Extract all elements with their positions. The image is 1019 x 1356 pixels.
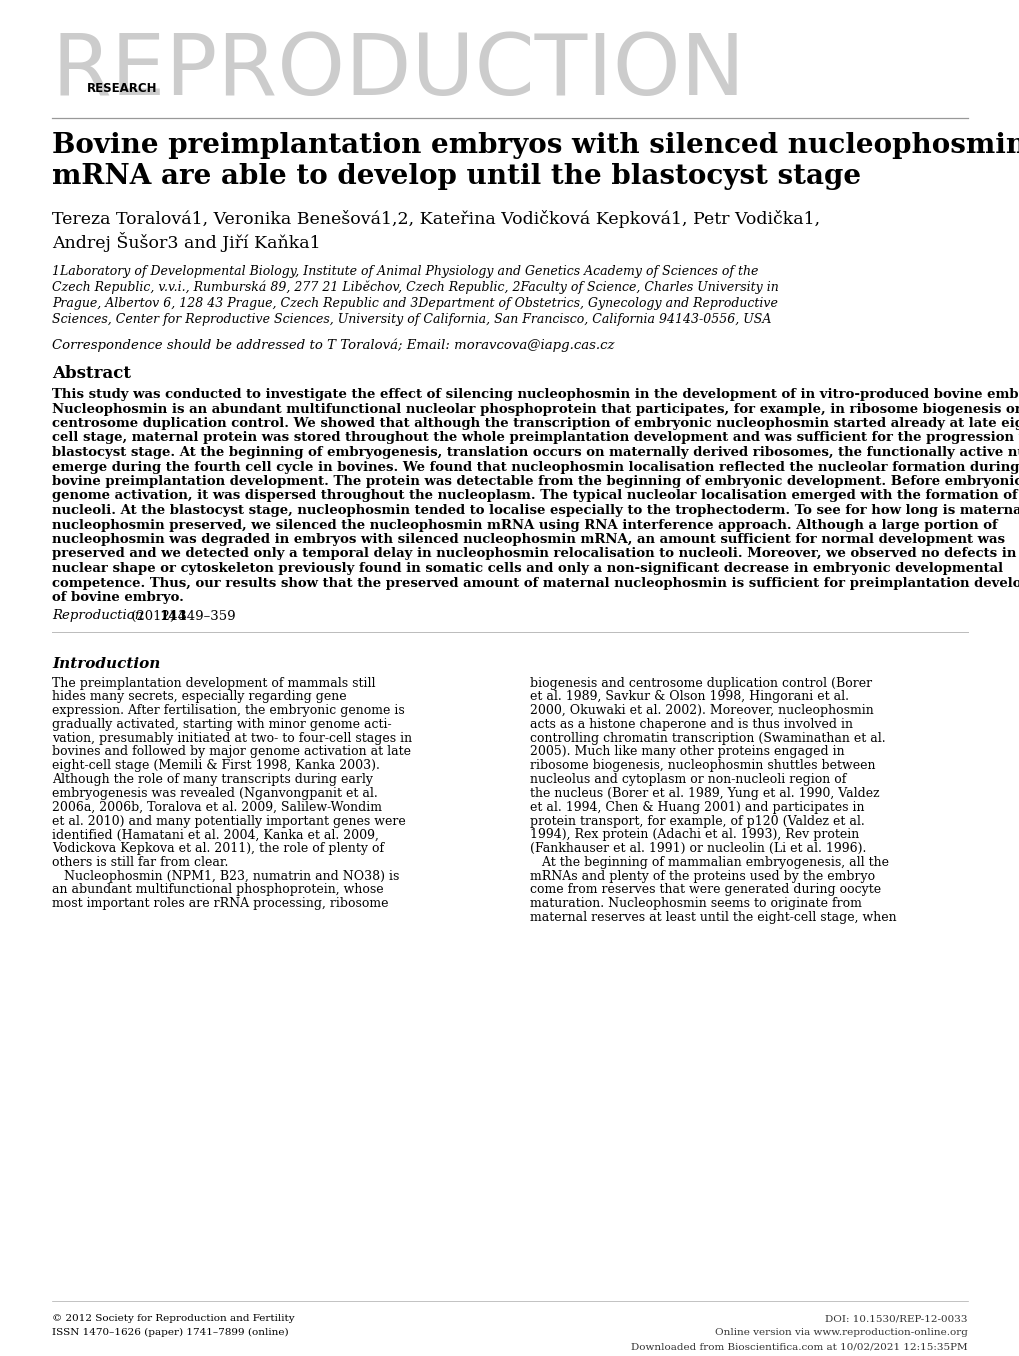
Text: ribosome biogenesis, nucleophosmin shuttles between: ribosome biogenesis, nucleophosmin shutt… <box>530 759 874 773</box>
Text: Nucleophosmin is an abundant multifunctional nucleolar phosphoprotein that parti: Nucleophosmin is an abundant multifuncti… <box>52 403 1019 415</box>
Text: bovines and followed by major genome activation at late: bovines and followed by major genome act… <box>52 746 411 758</box>
Text: RESEARCH: RESEARCH <box>87 81 157 95</box>
Text: Nucleophosmin (NPM1, B23, numatrin and NO38) is: Nucleophosmin (NPM1, B23, numatrin and N… <box>52 869 399 883</box>
Text: nuclear shape or cytoskeleton previously found in somatic cells and only a non-s: nuclear shape or cytoskeleton previously… <box>52 561 1002 575</box>
Text: centrosome duplication control. We showed that although the transcription of emb: centrosome duplication control. We showe… <box>52 418 1019 430</box>
Text: preserved and we detected only a temporal delay in nucleophosmin relocalisation : preserved and we detected only a tempora… <box>52 548 1015 560</box>
Text: Introduction: Introduction <box>52 656 160 670</box>
Text: et al. 2010) and many potentially important genes were: et al. 2010) and many potentially import… <box>52 815 406 827</box>
Text: 349–359: 349–359 <box>174 609 235 622</box>
Text: This study was conducted to investigate the effect of silencing nucleophosmin in: This study was conducted to investigate … <box>52 388 1019 401</box>
Text: Czech Republic, v.v.i., Rumburská 89, 277 21 Liběchov, Czech Republic, 2Faculty : Czech Republic, v.v.i., Rumburská 89, 27… <box>52 281 777 294</box>
Text: identified (Hamatani et al. 2004, Kanka et al. 2009,: identified (Hamatani et al. 2004, Kanka … <box>52 829 378 841</box>
Text: most important roles are rRNA processing, ribosome: most important roles are rRNA processing… <box>52 898 388 910</box>
Text: mRNAs and plenty of the proteins used by the embryo: mRNAs and plenty of the proteins used by… <box>530 869 874 883</box>
Text: acts as a histone chaperone and is thus involved in: acts as a histone chaperone and is thus … <box>530 717 852 731</box>
Text: mRNA are able to develop until the blastocyst stage: mRNA are able to develop until the blast… <box>52 163 860 190</box>
Text: Prague, Albertov 6, 128 43 Prague, Czech Republic and 3Department of Obstetrics,: Prague, Albertov 6, 128 43 Prague, Czech… <box>52 297 777 311</box>
Text: expression. After fertilisation, the embryonic genome is: expression. After fertilisation, the emb… <box>52 704 405 717</box>
Text: 2006a, 2006b, Toralova et al. 2009, Salilew-Wondim: 2006a, 2006b, Toralova et al. 2009, Sali… <box>52 800 382 814</box>
Text: DOI: 10.1530/REP-12-0033: DOI: 10.1530/REP-12-0033 <box>824 1314 967 1323</box>
Text: genome activation, it was dispersed throughout the nucleoplasm. The typical nucl: genome activation, it was dispersed thro… <box>52 490 1019 503</box>
Text: biogenesis and centrosome duplication control (Borer: biogenesis and centrosome duplication co… <box>530 677 871 689</box>
Text: of bovine embryo.: of bovine embryo. <box>52 591 183 603</box>
Text: © 2012 Society for Reproduction and Fertility: © 2012 Society for Reproduction and Fert… <box>52 1314 294 1323</box>
Text: hides many secrets, especially regarding gene: hides many secrets, especially regarding… <box>52 690 346 704</box>
Text: Bovine preimplantation embryos with silenced nucleophosmin: Bovine preimplantation embryos with sile… <box>52 132 1019 159</box>
Text: Downloaded from Bioscientifica.com at 10/02/2021 12:15:35PM: Downloaded from Bioscientifica.com at 10… <box>631 1342 967 1351</box>
Text: Sciences, Center for Reproductive Sciences, University of California, San Franci: Sciences, Center for Reproductive Scienc… <box>52 313 770 325</box>
Text: ISSN 1470–1626 (paper) 1741–7899 (online): ISSN 1470–1626 (paper) 1741–7899 (online… <box>52 1328 288 1337</box>
Text: an abundant multifunctional phosphoprotein, whose: an abundant multifunctional phosphoprote… <box>52 884 383 896</box>
Text: Andrej Šušor3 and Jiří Kaňka1: Andrej Šušor3 and Jiří Kaňka1 <box>52 232 320 252</box>
Text: the nucleus (Borer et al. 1989, Yung et al. 1990, Valdez: the nucleus (Borer et al. 1989, Yung et … <box>530 786 878 800</box>
Text: 144: 144 <box>159 609 186 622</box>
Text: nucleophosmin was degraded in embryos with silenced nucleophosmin mRNA, an amoun: nucleophosmin was degraded in embryos wi… <box>52 533 1004 546</box>
Text: Vodickova Kepkova et al. 2011), the role of plenty of: Vodickova Kepkova et al. 2011), the role… <box>52 842 384 856</box>
Text: vation, presumably initiated at two- to four-cell stages in: vation, presumably initiated at two- to … <box>52 732 412 744</box>
Text: blastocyst stage. At the beginning of embryogenesis, translation occurs on mater: blastocyst stage. At the beginning of em… <box>52 446 1019 458</box>
Text: protein transport, for example, of p120 (Valdez et al.: protein transport, for example, of p120 … <box>530 815 864 827</box>
Text: come from reserves that were generated during oocyte: come from reserves that were generated d… <box>530 884 880 896</box>
Text: embryogenesis was revealed (Nganvongpanit et al.: embryogenesis was revealed (Nganvongpani… <box>52 786 377 800</box>
Text: competence. Thus, our results show that the preserved amount of maternal nucleop: competence. Thus, our results show that … <box>52 576 1019 590</box>
Text: 1994), Rex protein (Adachi et al. 1993), Rev protein: 1994), Rex protein (Adachi et al. 1993),… <box>530 829 858 841</box>
Text: nucleophosmin preserved, we silenced the nucleophosmin mRNA using RNA interferen: nucleophosmin preserved, we silenced the… <box>52 518 997 532</box>
Text: eight-cell stage (Memili & First 1998, Kanka 2003).: eight-cell stage (Memili & First 1998, K… <box>52 759 379 773</box>
Text: (Fankhauser et al. 1991) or nucleolin (Li et al. 1996).: (Fankhauser et al. 1991) or nucleolin (L… <box>530 842 865 856</box>
Text: controlling chromatin transcription (Swaminathan et al.: controlling chromatin transcription (Swa… <box>530 732 884 744</box>
Text: gradually activated, starting with minor genome acti-: gradually activated, starting with minor… <box>52 717 391 731</box>
Text: maturation. Nucleophosmin seems to originate from: maturation. Nucleophosmin seems to origi… <box>530 898 861 910</box>
Text: 2000, Okuwaki et al. 2002). Moreover, nucleophosmin: 2000, Okuwaki et al. 2002). Moreover, nu… <box>530 704 873 717</box>
Text: et al. 1994, Chen & Huang 2001) and participates in: et al. 1994, Chen & Huang 2001) and part… <box>530 800 864 814</box>
Text: cell stage, maternal protein was stored throughout the whole preimplantation dev: cell stage, maternal protein was stored … <box>52 431 1019 445</box>
Text: Tereza Toralová1, Veronika Benešová1,2, Kateřina Vodičková Kepková1, Petr Vodičk: Tereza Toralová1, Veronika Benešová1,2, … <box>52 210 819 228</box>
Text: nucleolus and cytoplasm or non-nucleoli region of: nucleolus and cytoplasm or non-nucleoli … <box>530 773 846 786</box>
Text: REPRODUCTION: REPRODUCTION <box>52 30 745 113</box>
Text: others is still far from clear.: others is still far from clear. <box>52 856 228 869</box>
Text: (2012): (2012) <box>127 609 179 622</box>
Text: The preimplantation development of mammals still: The preimplantation development of mamma… <box>52 677 375 689</box>
Text: Reproduction: Reproduction <box>52 609 143 622</box>
Text: At the beginning of mammalian embryogenesis, all the: At the beginning of mammalian embryogene… <box>530 856 889 869</box>
Text: emerge during the fourth cell cycle in bovines. We found that nucleophosmin loca: emerge during the fourth cell cycle in b… <box>52 461 1018 473</box>
Text: et al. 1989, Savkur & Olson 1998, Hingorani et al.: et al. 1989, Savkur & Olson 1998, Hingor… <box>530 690 848 704</box>
Text: bovine preimplantation development. The protein was detectable from the beginnin: bovine preimplantation development. The … <box>52 475 1019 488</box>
Text: Although the role of many transcripts during early: Although the role of many transcripts du… <box>52 773 373 786</box>
Text: 2005). Much like many other proteins engaged in: 2005). Much like many other proteins eng… <box>530 746 844 758</box>
Text: nucleoli. At the blastocyst stage, nucleophosmin tended to localise especially t: nucleoli. At the blastocyst stage, nucle… <box>52 504 1019 517</box>
Text: maternal reserves at least until the eight-cell stage, when: maternal reserves at least until the eig… <box>530 911 896 923</box>
Text: Correspondence should be addressed to T Toralová; Email: moravcova@iapg.cas.cz: Correspondence should be addressed to T … <box>52 338 613 351</box>
Text: Abstract: Abstract <box>52 365 130 382</box>
Text: 1Laboratory of Developmental Biology, Institute of Animal Physiology and Genetic: 1Laboratory of Developmental Biology, In… <box>52 264 758 278</box>
Text: Online version via www.reproduction-online.org: Online version via www.reproduction-onli… <box>714 1328 967 1337</box>
